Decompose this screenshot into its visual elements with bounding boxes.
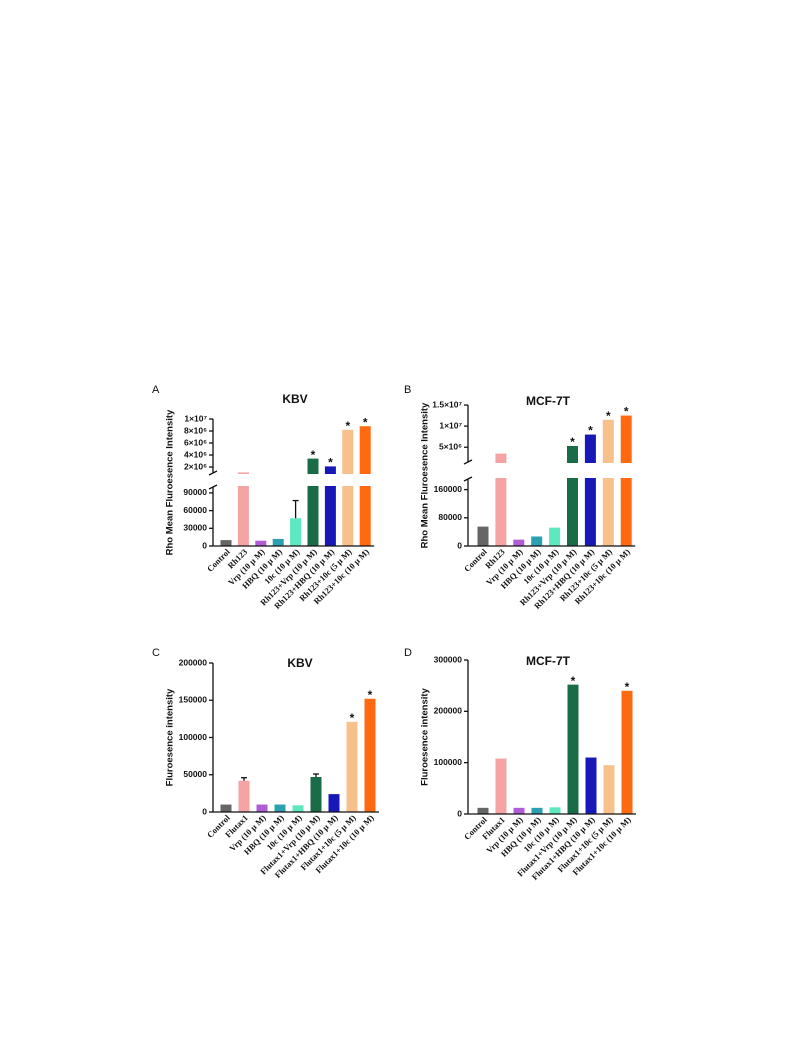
significance-mark: *	[625, 680, 630, 694]
y-tick-label: 100000	[434, 757, 463, 767]
chart-title: MCF-7T	[526, 654, 571, 668]
bar	[342, 429, 354, 546]
bar	[220, 804, 232, 812]
panel-letter: C	[152, 647, 160, 659]
bar	[620, 415, 632, 546]
bar	[584, 434, 596, 546]
bar	[274, 804, 286, 812]
axis-break-gap	[466, 463, 643, 478]
bar	[256, 804, 268, 812]
y-tick-label: 8×10⁶	[184, 425, 207, 435]
y-tick-label: 200000	[434, 706, 463, 716]
bar	[549, 807, 561, 814]
panel-letter: A	[152, 384, 160, 396]
bar	[324, 466, 336, 546]
bar	[567, 445, 578, 546]
bar	[290, 518, 302, 546]
significance-mark: *	[588, 424, 593, 438]
significance-mark: *	[624, 405, 629, 419]
y-tick-label: 0	[202, 806, 207, 816]
y-tick-label: 300000	[434, 654, 463, 664]
y-tick-label: 30000	[183, 523, 207, 533]
y-tick-label: 80000	[438, 512, 462, 522]
chart-title: MCF-7T	[526, 394, 571, 408]
bar	[364, 698, 376, 812]
bar	[621, 690, 633, 814]
y-axis-label: Rho Mean Fluroesence Intensity	[165, 409, 176, 555]
bar	[255, 540, 267, 546]
significance-mark: *	[571, 674, 576, 688]
significance-mark: *	[606, 409, 611, 423]
y-tick-label: 50000	[183, 769, 207, 779]
significance-mark: *	[345, 419, 350, 433]
chart-title: KBV	[282, 392, 307, 406]
bar	[495, 453, 507, 546]
y-axis-label: Rho Mean Fluroesence Intensity	[420, 402, 431, 548]
y-tick-label: 5×10⁶	[439, 441, 462, 451]
bar	[328, 794, 340, 812]
bar	[513, 807, 525, 814]
y-tick-label: 200000	[179, 657, 208, 667]
axis-break	[463, 459, 473, 465]
bar	[359, 426, 371, 546]
bar	[495, 758, 507, 814]
y-tick-label: 6×10⁶	[184, 437, 207, 447]
bar	[220, 540, 232, 546]
y-tick-label: 160000	[434, 484, 463, 494]
significance-mark: *	[311, 448, 316, 462]
bar	[346, 721, 358, 812]
panel-letter: D	[404, 647, 412, 659]
axis-break	[208, 470, 218, 476]
y-tick-label: 60000	[183, 505, 207, 515]
y-tick-label: 1.5×10⁷	[432, 399, 462, 409]
axis-break	[208, 484, 218, 490]
panel-letter: B	[404, 384, 411, 396]
bar	[513, 539, 525, 546]
y-tick-label: 0	[457, 540, 462, 550]
y-tick-label: 4×10⁶	[184, 449, 207, 459]
y-tick-label: 100000	[179, 732, 208, 742]
bar	[238, 780, 250, 812]
bar	[602, 419, 614, 546]
significance-mark: *	[363, 415, 368, 429]
y-tick-label: 0	[202, 540, 207, 550]
significance-mark: *	[368, 688, 373, 702]
bar	[237, 472, 249, 546]
bar	[567, 684, 579, 814]
bar	[585, 757, 597, 814]
axis-break	[463, 476, 473, 482]
bar	[272, 538, 284, 546]
y-tick-label: 1×10⁷	[184, 413, 207, 423]
y-tick-label: 90000	[183, 487, 207, 497]
y-tick-label: 150000	[179, 695, 208, 705]
chart-title: KBV	[287, 656, 312, 670]
significance-mark: *	[328, 456, 333, 470]
bar	[531, 807, 543, 814]
axis-break-gap	[211, 474, 381, 486]
bar	[477, 807, 489, 814]
bar	[549, 527, 561, 546]
bar	[310, 776, 322, 812]
bar	[531, 536, 543, 546]
y-axis-label: Fluroesence intensity	[420, 687, 431, 785]
bar	[603, 765, 615, 814]
bar	[292, 805, 304, 812]
y-tick-label: 2×10⁶	[184, 461, 207, 471]
significance-mark: *	[350, 711, 355, 725]
bar	[307, 458, 319, 546]
significance-mark: *	[570, 435, 575, 449]
y-tick-label: 1×10⁷	[439, 420, 462, 430]
y-tick-label: 0	[457, 808, 462, 818]
y-axis-label: Fluroesence intensity	[165, 688, 176, 786]
bar	[477, 526, 489, 546]
